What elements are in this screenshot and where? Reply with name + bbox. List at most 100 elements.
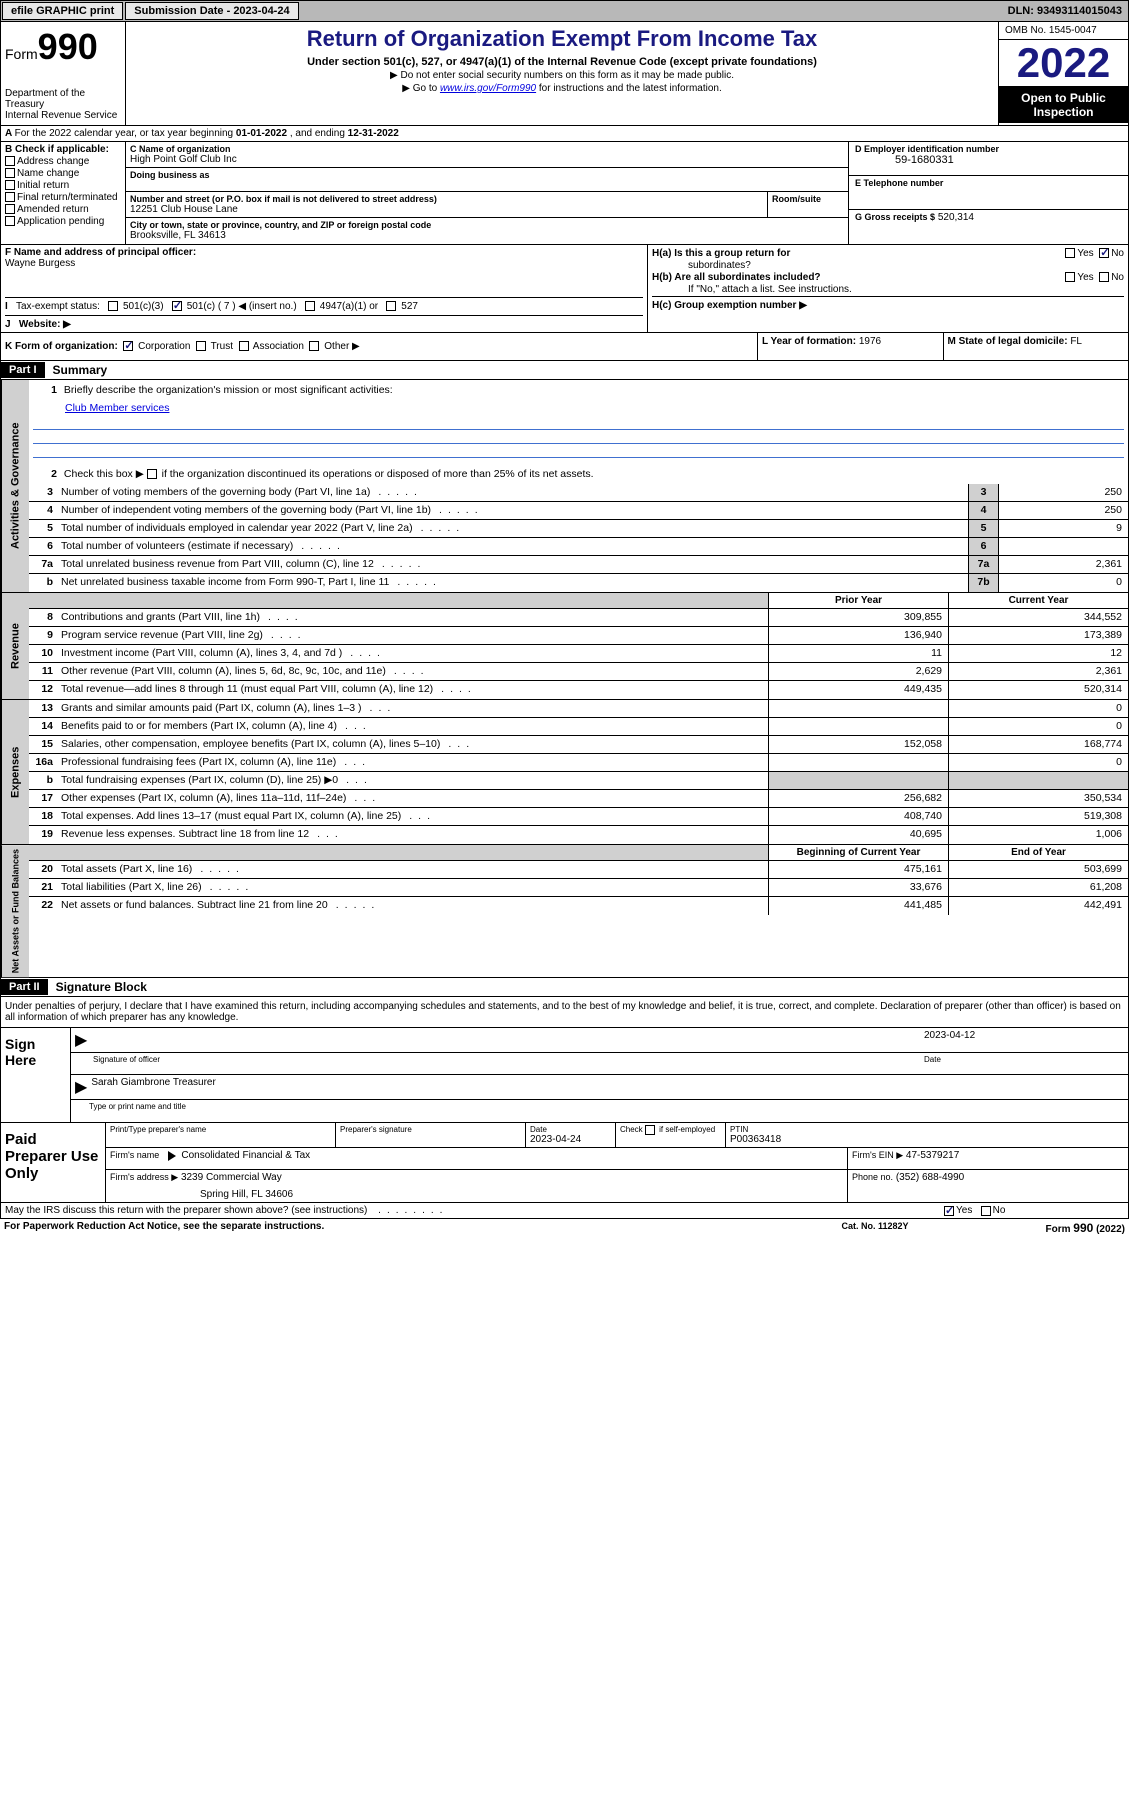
summary-line: 7a Total unrelated business revenue from… (29, 556, 1128, 574)
netassets-section: Net Assets or Fund Balances Beginning of… (0, 845, 1129, 978)
form-title: Return of Organization Exempt From Incom… (130, 26, 994, 52)
form-number: 990 (38, 26, 98, 67)
beg-year-header: Beginning of Current Year (768, 845, 948, 860)
section-klm: K Form of organization: Corporation Trus… (0, 333, 1129, 361)
summary-line: 15 Salaries, other compensation, employe… (29, 736, 1128, 754)
street-label: Number and street (or P.O. box if mail i… (130, 194, 763, 204)
gross-label: G Gross receipts $ (855, 212, 935, 222)
summary-line: 19 Revenue less expenses. Subtract line … (29, 826, 1128, 844)
city-label: City or town, state or province, country… (130, 220, 844, 230)
type-name-label: Type or print name and title (71, 1100, 1128, 1122)
header-left: Form990 Department of the Treasury Inter… (1, 22, 126, 125)
efile-print-button[interactable]: efile GRAPHIC print (2, 2, 123, 20)
part1-title: Summary (45, 361, 116, 379)
summary-line: 18 Total expenses. Add lines 13–17 (must… (29, 808, 1128, 826)
mission-text: Club Member services (29, 400, 1128, 416)
cb-address-change[interactable] (5, 156, 15, 166)
cb-discuss-yes[interactable] (944, 1206, 954, 1216)
expenses-vlabel: Expenses (1, 700, 29, 844)
irs-link[interactable]: www.irs.gov/Form990 (440, 83, 536, 94)
top-bar: efile GRAPHIC print Submission Date - 20… (0, 0, 1129, 22)
part1-badge: Part I (1, 362, 45, 378)
summary-line: 10 Investment income (Part VIII, column … (29, 645, 1128, 663)
form-label: Form (5, 46, 38, 62)
sig-officer-label: Signature of officer (75, 1055, 924, 1072)
summary-line: 11 Other revenue (Part VIII, column (A),… (29, 663, 1128, 681)
cb-self-employed[interactable] (645, 1125, 655, 1135)
summary-line: 5 Total number of individuals employed i… (29, 520, 1128, 538)
section-fh: F Name and address of principal officer:… (0, 245, 1129, 333)
cb-corp[interactable] (123, 341, 133, 351)
room-label: Room/suite (772, 194, 844, 204)
cb-initial-return[interactable] (5, 180, 15, 190)
prior-year-header: Prior Year (768, 593, 948, 608)
preparer-label: Paid Preparer Use Only (1, 1123, 106, 1202)
summary-line: b Total fundraising expenses (Part IX, c… (29, 772, 1128, 790)
header-sub3: ▶ Go to www.irs.gov/Form990 for instruct… (130, 83, 994, 94)
declaration-text: Under penalties of perjury, I declare th… (1, 997, 1128, 1027)
cb-trust[interactable] (196, 341, 206, 351)
summary-line: 14 Benefits paid to or for members (Part… (29, 718, 1128, 736)
cb-discuss-no[interactable] (981, 1206, 991, 1216)
section-bcd: B Check if applicable: Address change Na… (0, 142, 1129, 245)
part2-badge: Part II (1, 979, 48, 995)
gross-value: 520,314 (938, 212, 974, 223)
submission-date-button[interactable]: Submission Date - 2023-04-24 (125, 2, 298, 20)
summary-line: 21 Total liabilities (Part X, line 26)..… (29, 879, 1128, 897)
city-value: Brooksville, FL 34613 (130, 230, 844, 241)
cb-501c3[interactable] (108, 301, 118, 311)
part1-header: Part I Summary (0, 361, 1129, 380)
open-public-badge: Open to Public Inspection (999, 87, 1128, 123)
cb-hb-yes[interactable] (1065, 272, 1075, 282)
arrow-icon (168, 1151, 176, 1161)
section-b: B Check if applicable: Address change Na… (1, 142, 126, 244)
summary-line: b Net unrelated business taxable income … (29, 574, 1128, 592)
cb-discontinued[interactable] (147, 469, 157, 479)
cb-amended[interactable] (5, 204, 15, 214)
summary-line: 9 Program service revenue (Part VIII, li… (29, 627, 1128, 645)
summary-line: 12 Total revenue—add lines 8 through 11 … (29, 681, 1128, 699)
phone-label: E Telephone number (855, 178, 1122, 188)
part2-title: Signature Block (48, 978, 155, 996)
summary-line: 16a Professional fundraising fees (Part … (29, 754, 1128, 772)
tax-year: 2022 (999, 40, 1128, 87)
part2-header: Part II Signature Block (0, 978, 1129, 997)
summary-line: 8 Contributions and grants (Part VIII, l… (29, 609, 1128, 627)
section-f-label: F Name and address of principal officer: (5, 247, 643, 258)
dept-label: Department of the Treasury (5, 88, 121, 110)
street-value: 12251 Club House Lane (130, 204, 763, 215)
cb-hb-no[interactable] (1099, 272, 1109, 282)
sig-date: 2023-04-12 (924, 1030, 1124, 1050)
cb-other[interactable] (309, 341, 319, 351)
cb-name-change[interactable] (5, 168, 15, 178)
summary-line: 13 Grants and similar amounts paid (Part… (29, 700, 1128, 718)
paperwork-notice: For Paperwork Reduction Act Notice, see … (4, 1221, 775, 1235)
cb-app-pending[interactable] (5, 216, 15, 226)
irs-label: Internal Revenue Service (5, 110, 121, 121)
cb-527[interactable] (386, 301, 396, 311)
summary-line: 20 Total assets (Part X, line 16)..... 4… (29, 861, 1128, 879)
cb-assoc[interactable] (239, 341, 249, 351)
header-sub2: ▶ Do not enter social security numbers o… (130, 70, 994, 81)
current-year-header: Current Year (948, 593, 1128, 608)
header-center: Return of Organization Exempt From Incom… (126, 22, 998, 125)
cb-ha-yes[interactable] (1065, 248, 1075, 258)
summary-line: 22 Net assets or fund balances. Subtract… (29, 897, 1128, 915)
governance-vlabel: Activities & Governance (1, 380, 29, 592)
summary-line: 6 Total number of volunteers (estimate i… (29, 538, 1128, 556)
ein-value: 59-1680331 (855, 154, 1122, 166)
ein-label: D Employer identification number (855, 144, 1122, 154)
governance-section: Activities & Governance 1 Briefly descri… (0, 380, 1129, 593)
cb-final-return[interactable] (5, 192, 15, 202)
cb-4947[interactable] (305, 301, 315, 311)
cb-ha-no[interactable] (1099, 248, 1109, 258)
expenses-section: Expenses 13 Grants and similar amounts p… (0, 700, 1129, 845)
end-year-header: End of Year (948, 845, 1128, 860)
tax-year-row: A For the 2022 calendar year, or tax yea… (0, 126, 1129, 142)
section-b-label: B Check if applicable: (5, 144, 121, 155)
cb-501c[interactable] (172, 301, 182, 311)
omb-number: OMB No. 1545-0047 (999, 22, 1128, 40)
date-label: Date (924, 1055, 1124, 1072)
org-name-label: C Name of organization (130, 144, 844, 154)
dln-label: DLN: 93493114015043 (1008, 5, 1128, 17)
